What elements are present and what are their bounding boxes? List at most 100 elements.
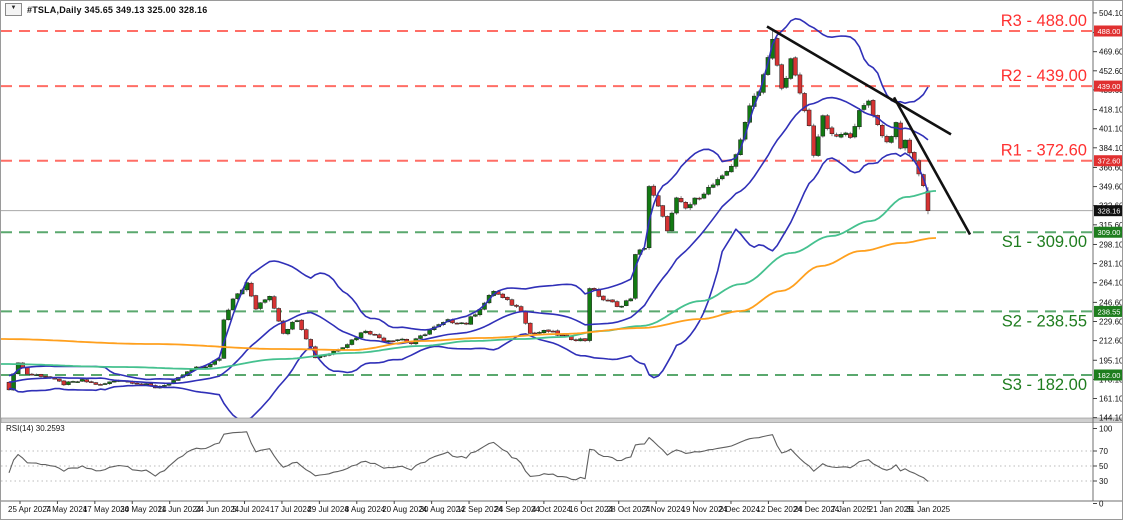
symbol-bar: ▼ #TSLA,Daily 345.65 349.13 325.00 328.1… <box>5 3 207 16</box>
candle-bullish <box>230 298 236 311</box>
candle-bullish <box>537 332 542 334</box>
candles-layer <box>6 30 931 391</box>
trendline-1 <box>766 25 952 136</box>
candle-bearish <box>43 375 48 378</box>
price-tick-label: 452.60 <box>1099 67 1123 76</box>
chart-frame <box>1 1 1123 502</box>
date-tick-label: 30 Aug 2024 <box>420 505 465 514</box>
price-tick-label: 315.60 <box>1099 221 1123 230</box>
candle-bullish <box>633 254 638 299</box>
candle-bearish <box>829 127 835 134</box>
candle-bullish <box>646 186 652 249</box>
candle-bearish <box>6 381 12 391</box>
moving-averages <box>1 190 937 370</box>
price-badge-S3 <box>1094 369 1122 381</box>
ma-line-orange <box>1 237 937 351</box>
candle-bullish <box>788 58 794 79</box>
candle-bullish <box>852 126 858 138</box>
candle-bearish <box>463 322 469 325</box>
price-badge-S2 <box>1094 305 1122 317</box>
candle-bullish <box>815 136 821 156</box>
candle-bullish <box>107 381 112 384</box>
price-badge-S1-label: 309.00 <box>1098 228 1121 237</box>
level-label-S1: S1 - 309.00 <box>1002 233 1087 251</box>
candle-bullish <box>541 330 547 334</box>
candle-bullish <box>111 380 117 383</box>
rsi-tick-label: 70 <box>1099 447 1108 456</box>
candle-bearish <box>601 295 606 301</box>
candle-bullish <box>893 122 899 138</box>
candle-bullish <box>715 179 720 186</box>
candle-bullish <box>290 321 295 330</box>
date-tick-label: 24 Sep 2024 <box>494 505 540 514</box>
candle-bearish <box>806 109 812 126</box>
candle-bullish <box>687 204 693 209</box>
date-tick-label: 5 Jul 2024 <box>233 505 270 514</box>
candle-bearish <box>610 299 615 303</box>
rsi-tick-label: 50 <box>1099 462 1108 471</box>
date-tick-label: 8 Aug 2024 <box>345 505 386 514</box>
candle-bullish <box>399 338 405 341</box>
level-label-S3: S3 - 182.00 <box>1002 376 1087 394</box>
candle-bearish <box>573 339 579 341</box>
date-tick-label: 19 Nov 2024 <box>682 505 728 514</box>
price-tick-label: 229.60 <box>1099 317 1123 326</box>
candle-bearish <box>825 115 830 129</box>
date-tick-label: 4 Oct 2024 <box>532 505 572 514</box>
candle-bullish <box>902 139 908 149</box>
rsi-line <box>8 431 929 482</box>
rsi-axis[interactable]: 100 70 50 30 0 <box>1093 425 1113 509</box>
candle-bullish <box>221 319 227 359</box>
candle-bearish <box>546 329 551 332</box>
price-tick-label: 384.10 <box>1099 144 1123 153</box>
candle-bullish <box>733 154 739 167</box>
candle-bearish <box>774 38 780 66</box>
price-tick-label: 349.60 <box>1099 183 1123 192</box>
bollinger-lower-band <box>8 152 929 418</box>
candle-bearish <box>500 293 506 298</box>
date-tick-label: 7 Jan 2025 <box>831 505 871 514</box>
price-badge-R2-label: 439.00 <box>1098 82 1121 91</box>
panel-splitter[interactable] <box>1 417 1123 423</box>
candle-bullish <box>706 186 711 195</box>
candle-bullish <box>349 339 355 345</box>
candle-bearish <box>870 100 876 116</box>
candle-bearish <box>655 195 661 207</box>
candle-bearish <box>308 339 314 347</box>
candle-bearish <box>271 296 277 309</box>
price-tick-label: 401.10 <box>1099 125 1123 134</box>
symbol-dropdown-button[interactable]: ▼ <box>5 3 22 16</box>
candle-bullish <box>459 322 464 325</box>
candle-bullish <box>861 105 867 110</box>
candle-bullish <box>358 332 364 338</box>
rsi-line-group <box>8 431 929 482</box>
price-tick-label: 161.10 <box>1099 394 1123 403</box>
rsi-tick-label: 0 <box>1099 500 1104 509</box>
date-tick-label: 25 Apr 2024 <box>8 505 52 514</box>
candle-bullish <box>765 57 771 75</box>
candle-bullish <box>294 320 300 322</box>
candle-bearish <box>811 125 816 156</box>
candle-bullish <box>162 385 167 387</box>
candle-bearish <box>651 185 656 196</box>
candle-bearish <box>372 334 378 336</box>
price-axis[interactable]: 504.10486.60469.60452.60435.60418.10401.… <box>1093 9 1123 423</box>
candle-bullish <box>587 288 592 341</box>
candle-bearish <box>880 124 885 137</box>
candle-bearish <box>38 374 44 377</box>
candle-bearish <box>523 311 528 324</box>
candle-bullish <box>354 337 359 341</box>
candle-bullish <box>203 366 208 369</box>
price-tick-label: 298.10 <box>1099 240 1123 249</box>
candle-bullish <box>386 340 391 342</box>
candle-bearish <box>84 379 89 383</box>
candle-bullish <box>843 132 848 135</box>
candle-bullish <box>345 344 350 348</box>
rsi-indicator-label: RSI(14) 30.2593 <box>6 424 65 433</box>
level-label-S2: S2 - 238.55 <box>1002 312 1087 330</box>
candle-bearish <box>276 308 281 322</box>
level-label-R3: R3 - 488.00 <box>1001 12 1087 30</box>
price-badge-S1 <box>1094 226 1122 238</box>
